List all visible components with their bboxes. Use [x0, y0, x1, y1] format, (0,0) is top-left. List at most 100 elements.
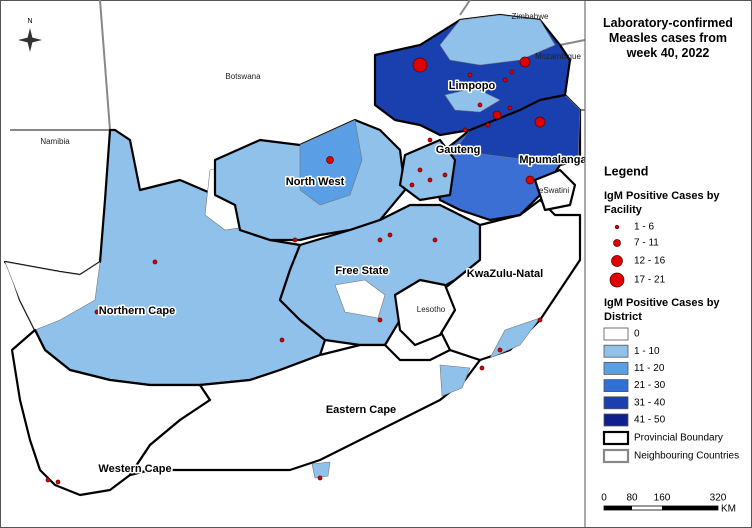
- province-label: Free State: [335, 265, 388, 277]
- scale-label: 0: [601, 493, 607, 504]
- legend-dot: [611, 255, 623, 267]
- country-label: Namibia: [40, 137, 70, 146]
- legend-swatch: [602, 448, 630, 464]
- dot: [412, 57, 428, 73]
- dot: [537, 317, 543, 323]
- dot: [292, 237, 298, 243]
- dot: [525, 175, 535, 185]
- province-label: Limpopo: [449, 80, 496, 92]
- legend-dot: [613, 239, 621, 247]
- dot: [152, 259, 158, 265]
- dot: [94, 309, 100, 315]
- scale-bar-segment: [604, 506, 632, 510]
- compass: N: [18, 18, 42, 52]
- dot: [467, 72, 473, 78]
- dot: [485, 122, 491, 128]
- dot: [509, 69, 515, 75]
- legend-swatch: [603, 396, 629, 410]
- dot: [377, 317, 383, 323]
- dot: [326, 156, 334, 164]
- legend-label: 0: [634, 329, 640, 340]
- scale-label: 320: [710, 493, 727, 504]
- dot: [477, 102, 483, 108]
- dot: [534, 116, 546, 128]
- legend-label: 12 - 16: [634, 256, 666, 267]
- scale-label: 160: [654, 493, 671, 504]
- provinces: [3, 13, 582, 497]
- legend-label: 7 - 11: [634, 238, 659, 249]
- scale-unit: KM: [721, 504, 736, 515]
- dot: [497, 347, 503, 353]
- district-white: [334, 279, 386, 319]
- dot: [492, 110, 502, 120]
- province-label: Mpumalanga: [519, 154, 587, 166]
- country-label: Zimbabwe: [512, 12, 549, 21]
- legend-dot: [614, 224, 620, 230]
- legend-label: 11 - 20: [634, 363, 665, 374]
- province-label: North West: [286, 176, 345, 188]
- legend-swatch: [603, 327, 629, 341]
- lesotho: [393, 278, 457, 347]
- district-blue: [439, 364, 471, 397]
- legend-dot: [609, 272, 625, 288]
- legend-panel: [584, 0, 752, 528]
- legend-label: 1 - 6: [634, 222, 654, 233]
- legend-swatch: [603, 344, 629, 358]
- dot: [387, 232, 393, 238]
- legend-label: Neighbouring Countries: [634, 451, 739, 462]
- country-label: Lesotho: [417, 305, 446, 314]
- legend-swatch: [603, 361, 629, 375]
- province-label: Northern Cape: [99, 305, 175, 317]
- district-white: [4, 261, 101, 331]
- dot: [377, 237, 383, 243]
- country-label: Mozambique: [535, 52, 581, 61]
- legend-label: 1 - 10: [634, 346, 660, 357]
- district-blue: [489, 317, 541, 359]
- dot: [55, 479, 61, 485]
- dot: [502, 77, 508, 83]
- dot: [519, 56, 531, 68]
- legend-title: Legend: [604, 164, 648, 178]
- province-label: Eastern Cape: [326, 404, 396, 416]
- legend-heading: IgM Positive Cases by Facility: [604, 190, 720, 216]
- dot: [417, 167, 423, 173]
- legend-label: 41 - 50: [634, 415, 666, 426]
- dot: [432, 237, 438, 243]
- scale-label: 80: [626, 493, 638, 504]
- dot: [317, 475, 323, 481]
- dot: [45, 477, 51, 483]
- dot: [427, 137, 433, 143]
- district-blue: [444, 87, 501, 113]
- province-label: Gauteng: [436, 144, 481, 156]
- dot: [507, 105, 513, 111]
- legend-heading: IgM Positive Cases by District: [604, 297, 720, 323]
- facility-dots: [45, 56, 546, 485]
- legend-label: 17 - 21: [634, 275, 666, 286]
- country-label: eSwatini: [539, 186, 569, 195]
- province-label: Western Cape: [98, 463, 171, 475]
- map-title: Laboratory-confirmed Measles cases from …: [603, 16, 733, 60]
- eastern-cape: [128, 343, 482, 477]
- legend-swatch: [603, 379, 629, 393]
- scale-bar-segment: [662, 506, 718, 510]
- country-label: Botswana: [225, 72, 261, 81]
- compass-rose: [18, 28, 42, 52]
- eswatini: [533, 168, 577, 212]
- compass-label: N: [27, 18, 32, 25]
- district-blue: [311, 461, 331, 479]
- dot: [462, 127, 468, 133]
- legend: Legend IgM Positive Cases by Facility 1 - 6…: [601, 164, 739, 514]
- province-label: KwaZulu-Natal: [467, 268, 543, 280]
- district-blue: [439, 14, 556, 66]
- dot: [427, 177, 433, 183]
- dot: [479, 365, 485, 371]
- dot: [409, 182, 415, 188]
- dot: [279, 337, 285, 343]
- legend-label: 21 - 30: [634, 380, 666, 391]
- legend-swatch: [602, 430, 630, 446]
- dot: [442, 172, 448, 178]
- legend-label: Provincial Boundary: [634, 433, 723, 444]
- legend-swatch: [603, 413, 629, 427]
- legend-label: 31 - 40: [634, 397, 666, 408]
